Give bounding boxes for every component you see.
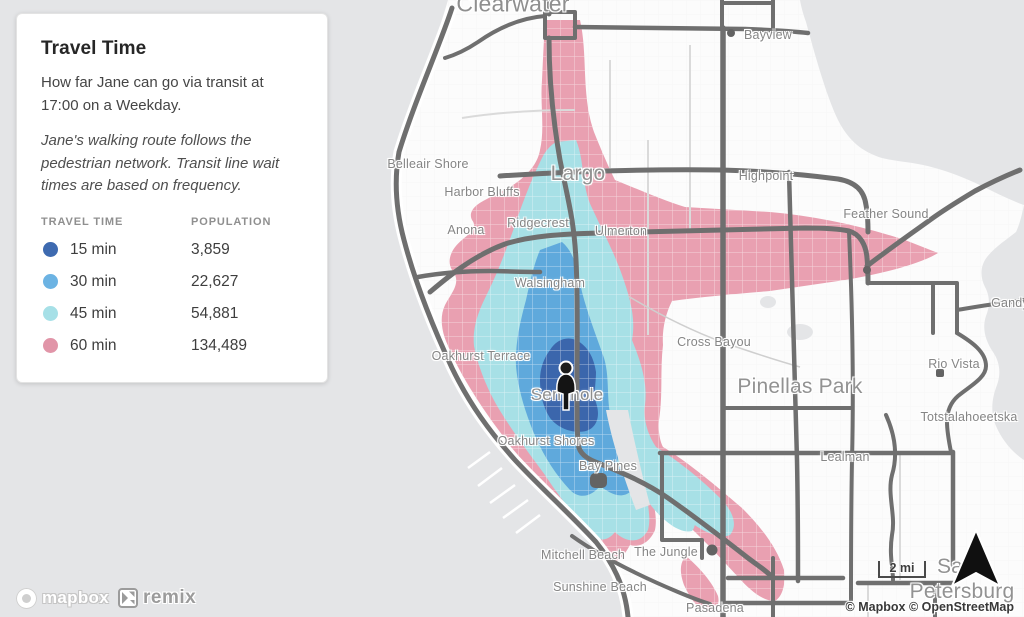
attribution-mapbox-link[interactable]: © Mapbox [845, 600, 906, 614]
legend-row-15min: 15 min 3,859 [41, 234, 303, 266]
legend-col-population: POPULATION [191, 215, 272, 228]
legend-value-45min: 54,881 [191, 304, 239, 322]
map-attribution: © Mapbox © OpenStreetMap [846, 600, 1014, 614]
mapbox-wordmark: mapbox [42, 588, 109, 607]
map-logos: mapbox remix [16, 587, 196, 609]
person-marker-body [556, 373, 576, 411]
legend-dot-30min [43, 274, 58, 289]
person-marker-head [558, 360, 574, 376]
remix-icon [117, 588, 138, 608]
panel-note: Jane's walking route follows the pedestr… [41, 132, 280, 194]
major-roads [393, 0, 1024, 617]
legend-value-30min: 22,627 [191, 272, 239, 290]
attribution-osm-link[interactable]: © OpenStreetMap [908, 600, 1014, 614]
compass-icon[interactable] [948, 528, 1004, 597]
legend-dot-45min [43, 306, 58, 321]
travel-time-legend: TRAVEL TIME POPULATION 15 min 3,859 30 m… [41, 216, 303, 362]
legend-label-30min: 30 min [70, 272, 117, 290]
remix-logo[interactable]: remix [117, 587, 197, 609]
panel-description: How far Jane can go via transit at 17:00… [41, 74, 264, 114]
mapbox-logo[interactable]: mapbox [16, 587, 109, 609]
legend-row-30min: 30 min 22,627 [41, 266, 303, 298]
legend-row-45min: 45 min 54,881 [41, 298, 303, 330]
scale-bar: 2 mi [878, 561, 926, 578]
legend-row-60min: 60 min 134,489 [41, 330, 303, 362]
legend-value-15min: 3,859 [191, 240, 230, 258]
person-marker[interactable] [551, 359, 583, 418]
legend-col-travel-time: TRAVEL TIME [41, 215, 124, 228]
legend-label-60min: 60 min [70, 336, 117, 354]
mapbox-icon [16, 587, 37, 609]
remix-wordmark: remix [142, 587, 197, 608]
travel-time-panel: Travel Time How far Jane can go via tran… [16, 13, 328, 383]
legend-value-60min: 134,489 [191, 336, 248, 354]
legend-label-45min: 45 min [70, 304, 117, 322]
legend-dot-15min [43, 242, 58, 257]
legend-label-15min: 15 min [70, 240, 117, 258]
legend-dot-60min [43, 338, 58, 353]
road-junctions [590, 29, 944, 556]
minor-roads [461, 45, 901, 617]
scale-label: 2 mi [889, 561, 915, 575]
marina-docks [467, 450, 541, 534]
panel-title: Travel Time [41, 38, 147, 59]
